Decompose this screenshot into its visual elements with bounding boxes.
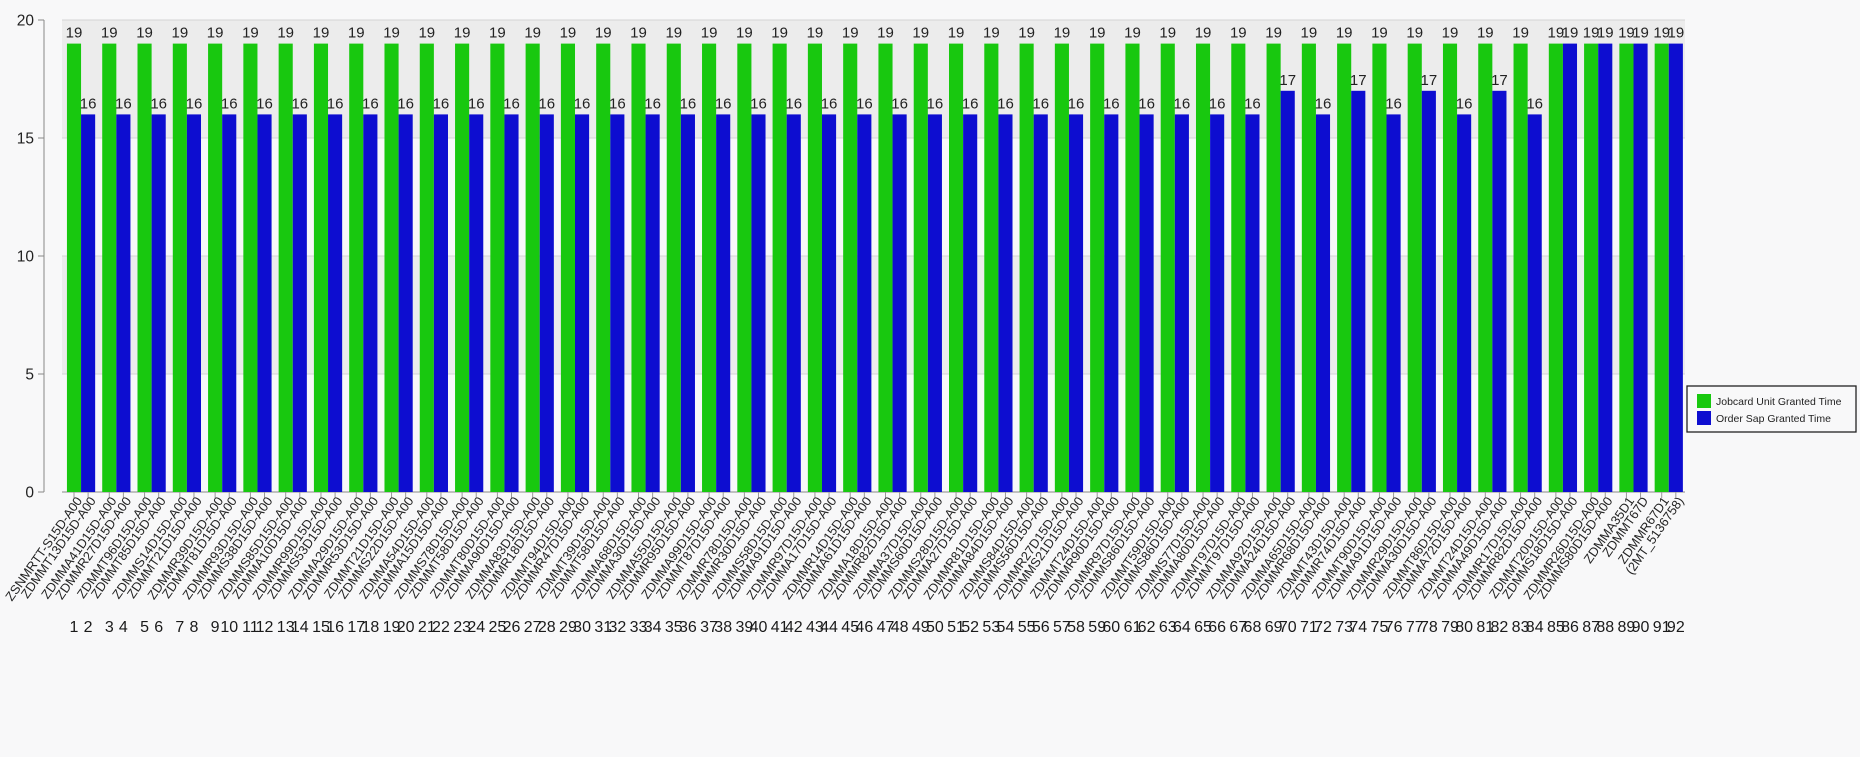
svg-text:19: 19	[1371, 25, 1388, 42]
svg-text:16: 16	[150, 95, 167, 112]
svg-text:19: 19	[242, 25, 259, 42]
svg-text:19: 19	[983, 25, 1000, 42]
svg-text:16: 16	[1032, 95, 1049, 112]
svg-text:19: 19	[1512, 25, 1529, 42]
svg-text:16: 16	[186, 95, 203, 112]
svg-text:16: 16	[750, 95, 767, 112]
svg-text:16: 16	[1526, 95, 1543, 112]
svg-text:19: 19	[1195, 25, 1212, 42]
svg-text:16: 16	[80, 95, 97, 112]
svg-text:19: 19	[912, 25, 929, 42]
svg-text:Jobcard Unit Granted Time: Jobcard Unit Granted Time	[1716, 396, 1842, 408]
svg-text:17: 17	[1491, 72, 1508, 89]
svg-text:16: 16	[574, 95, 591, 112]
svg-text:19: 19	[1667, 25, 1684, 42]
svg-text:19: 19	[1159, 25, 1176, 42]
svg-text:19: 19	[1124, 25, 1141, 42]
svg-text:16: 16	[715, 95, 732, 112]
svg-text:19: 19	[136, 25, 153, 42]
svg-text:16: 16	[291, 95, 308, 112]
svg-text:16: 16	[468, 95, 485, 112]
svg-text:19: 19	[1477, 25, 1494, 42]
svg-text:16: 16	[503, 95, 520, 112]
svg-text:16: 16	[327, 95, 344, 112]
svg-text:16: 16	[397, 95, 414, 112]
svg-text:19: 19	[701, 25, 718, 42]
svg-text:16: 16	[1174, 95, 1191, 112]
svg-text:19: 19	[1230, 25, 1247, 42]
svg-text:19: 19	[1406, 25, 1423, 42]
svg-text:5: 5	[25, 367, 34, 384]
svg-text:19: 19	[1301, 25, 1318, 42]
svg-text:17: 17	[1421, 72, 1438, 89]
svg-text:19: 19	[630, 25, 647, 42]
svg-text:16: 16	[856, 95, 873, 112]
svg-text:16: 16	[256, 95, 273, 112]
svg-text:16: 16	[609, 95, 626, 112]
svg-text:19: 19	[171, 25, 188, 42]
svg-text:19: 19	[665, 25, 682, 42]
svg-text:19: 19	[1562, 25, 1579, 42]
svg-text:19: 19	[489, 25, 506, 42]
svg-text:16: 16	[644, 95, 661, 112]
svg-text:19: 19	[348, 25, 365, 42]
svg-text:16: 16	[433, 95, 450, 112]
svg-text:16: 16	[1209, 95, 1226, 112]
svg-text:19: 19	[736, 25, 753, 42]
svg-text:19: 19	[101, 25, 118, 42]
svg-text:Order Sap Granted Time: Order Sap Granted Time	[1716, 413, 1831, 425]
svg-text:16: 16	[1103, 95, 1120, 112]
svg-text:19: 19	[1632, 25, 1649, 42]
svg-text:19: 19	[1597, 25, 1614, 42]
svg-text:19: 19	[595, 25, 612, 42]
svg-text:16: 16	[538, 95, 555, 112]
svg-text:19: 19	[877, 25, 894, 42]
svg-text:19: 19	[1265, 25, 1282, 42]
svg-text:19: 19	[524, 25, 541, 42]
svg-text:16: 16	[115, 95, 132, 112]
svg-text:19: 19	[207, 25, 224, 42]
svg-text:16: 16	[891, 95, 908, 112]
svg-text:19: 19	[1054, 25, 1071, 42]
svg-text:19: 19	[277, 25, 294, 42]
svg-text:15: 15	[17, 131, 34, 148]
svg-text:16: 16	[1138, 95, 1155, 112]
svg-text:17: 17	[1350, 72, 1367, 89]
svg-text:16: 16	[997, 95, 1014, 112]
svg-text:19: 19	[1336, 25, 1353, 42]
svg-text:19: 19	[560, 25, 577, 42]
svg-text:17: 17	[1279, 72, 1296, 89]
svg-text:16: 16	[1315, 95, 1332, 112]
svg-text:19: 19	[842, 25, 859, 42]
svg-text:19: 19	[807, 25, 824, 42]
svg-text:16: 16	[1244, 95, 1261, 112]
svg-text:16: 16	[1456, 95, 1473, 112]
svg-text:19: 19	[313, 25, 330, 42]
svg-text:19: 19	[66, 25, 83, 42]
svg-text:16: 16	[785, 95, 802, 112]
svg-text:16: 16	[821, 95, 838, 112]
svg-text:16: 16	[362, 95, 379, 112]
svg-text:16: 16	[962, 95, 979, 112]
svg-text:16: 16	[221, 95, 238, 112]
svg-text:19: 19	[418, 25, 435, 42]
svg-text:16: 16	[927, 95, 944, 112]
svg-text:16: 16	[1385, 95, 1402, 112]
svg-text:19: 19	[383, 25, 400, 42]
svg-text:19: 19	[1018, 25, 1035, 42]
svg-text:16: 16	[680, 95, 697, 112]
svg-text:19: 19	[948, 25, 965, 42]
svg-text:19: 19	[454, 25, 471, 42]
svg-text:19: 19	[1442, 25, 1459, 42]
svg-text:20: 20	[17, 13, 35, 30]
svg-text:10: 10	[17, 249, 35, 266]
svg-text:19: 19	[1089, 25, 1106, 42]
svg-text:0: 0	[25, 485, 34, 502]
svg-text:19: 19	[771, 25, 788, 42]
svg-text:16: 16	[1068, 95, 1085, 112]
